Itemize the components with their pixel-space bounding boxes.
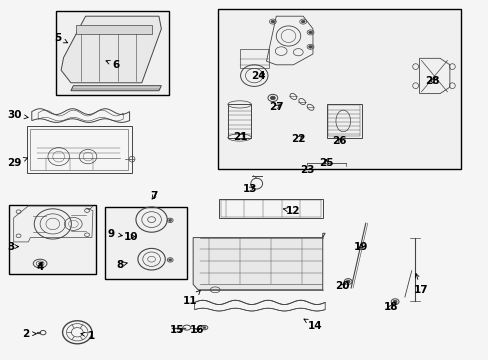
Bar <box>327 105 360 136</box>
Bar <box>217 9 460 169</box>
Polygon shape <box>193 233 325 290</box>
Text: 5: 5 <box>54 33 67 43</box>
Ellipse shape <box>270 96 275 100</box>
Text: 22: 22 <box>290 134 305 144</box>
Text: 18: 18 <box>383 302 398 312</box>
Bar <box>227 104 251 138</box>
Bar <box>56 11 168 95</box>
Ellipse shape <box>308 45 312 48</box>
Text: 8: 8 <box>116 260 127 270</box>
Text: 7: 7 <box>150 191 158 201</box>
Bar <box>239 49 268 68</box>
Polygon shape <box>76 25 151 34</box>
Text: 21: 21 <box>233 132 247 142</box>
Text: 6: 6 <box>106 60 120 70</box>
Ellipse shape <box>346 280 349 283</box>
Bar <box>27 126 132 173</box>
Bar <box>219 199 322 218</box>
Ellipse shape <box>168 219 171 221</box>
Text: 25: 25 <box>319 158 333 168</box>
Ellipse shape <box>270 20 274 23</box>
Ellipse shape <box>301 20 305 23</box>
Text: 4: 4 <box>36 262 44 273</box>
Text: 24: 24 <box>250 71 265 81</box>
Ellipse shape <box>168 259 171 261</box>
Text: 20: 20 <box>334 281 349 291</box>
Text: 9: 9 <box>108 229 122 239</box>
Text: 16: 16 <box>189 325 203 336</box>
Text: 14: 14 <box>304 319 322 331</box>
Text: 2: 2 <box>22 329 36 339</box>
Polygon shape <box>61 16 161 83</box>
Bar <box>9 205 96 274</box>
Text: 27: 27 <box>268 102 283 112</box>
Text: 26: 26 <box>332 136 346 146</box>
Text: 28: 28 <box>425 76 439 86</box>
Ellipse shape <box>392 300 396 303</box>
Text: 13: 13 <box>243 184 257 194</box>
Text: 30: 30 <box>7 110 28 120</box>
Ellipse shape <box>308 31 312 34</box>
Text: 15: 15 <box>170 325 184 336</box>
Text: 12: 12 <box>283 206 300 216</box>
Text: 3: 3 <box>7 242 19 252</box>
Polygon shape <box>71 86 161 91</box>
Text: 29: 29 <box>7 158 27 168</box>
Text: 19: 19 <box>353 242 367 252</box>
Ellipse shape <box>39 262 41 265</box>
Text: 10: 10 <box>123 231 138 242</box>
Text: 17: 17 <box>413 274 428 295</box>
Bar <box>105 207 187 279</box>
Text: 11: 11 <box>182 291 200 306</box>
Bar <box>326 104 361 138</box>
Ellipse shape <box>203 327 205 329</box>
Text: 1: 1 <box>81 330 95 341</box>
Text: 23: 23 <box>299 165 314 175</box>
Bar <box>30 129 128 170</box>
Bar <box>221 200 320 217</box>
